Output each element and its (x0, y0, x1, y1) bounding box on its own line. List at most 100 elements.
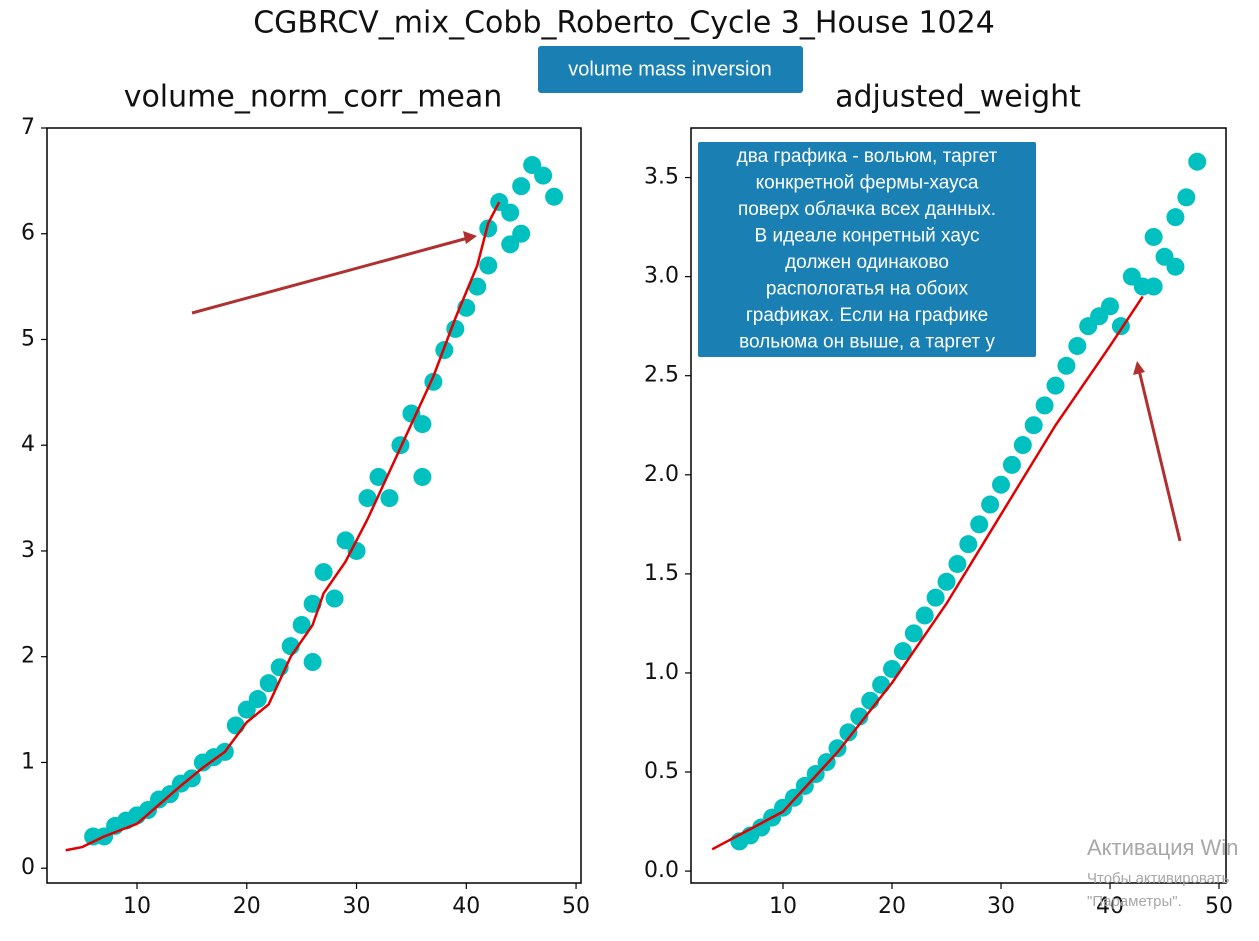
arrow (191, 236, 469, 315)
point (1144, 277, 1163, 296)
point (915, 606, 934, 625)
point (893, 642, 912, 661)
axes-frame (46, 127, 582, 884)
point (534, 166, 553, 185)
note-line: графиках. Если на графике (746, 305, 988, 326)
point (1057, 356, 1076, 375)
point (380, 489, 399, 508)
point (479, 219, 498, 238)
y-tick-label: 2 (21, 644, 35, 669)
arrow-head (463, 231, 477, 244)
x-tick-label: 50 (562, 894, 590, 919)
note: два графика - вольюм, таргет конкретной ф… (737, 146, 998, 353)
point (1035, 396, 1054, 415)
note-line: распологатья на обоих (766, 279, 969, 300)
badge-label[interactable]: volume mass inversion (568, 58, 771, 80)
note-line: поверх облачка всех данных. (738, 199, 996, 220)
x-tick-label: 50 (1205, 894, 1233, 919)
point (479, 256, 498, 275)
x-tick-label: 30 (343, 894, 371, 919)
arrow-head (1133, 361, 1145, 375)
point (226, 716, 245, 735)
point (904, 624, 923, 643)
y-tick-label: 1.0 (644, 660, 679, 685)
badge[interactable] (538, 46, 803, 93)
note-line: два графика - вольюм, таргет (737, 146, 998, 167)
point (1002, 455, 1021, 474)
point (512, 224, 531, 243)
point (413, 415, 432, 434)
y-tick-label: 0.0 (644, 858, 679, 883)
point (358, 489, 377, 508)
y-tick-label: 1 (21, 749, 35, 774)
note-line: конкретной фермы-хауса (756, 173, 979, 194)
subplot: adjusted_weight 10 20 30 40 50 0.0 0.5 1.0 1.5 2.0… (644, 80, 1233, 920)
point (1046, 376, 1065, 395)
point (937, 572, 956, 591)
point (839, 723, 858, 742)
watermark: Активация Win Чтобы активировать "Параметр… (1087, 835, 1238, 910)
point (501, 203, 520, 222)
y-tick-label: 2.5 (644, 363, 679, 388)
note-line: должен одинаково (785, 252, 949, 273)
y-tick-label: 3.0 (644, 264, 679, 289)
note-line: вольюма он выше, а таргет у (739, 332, 995, 353)
point (992, 475, 1011, 494)
x-tick-label: 20 (878, 894, 906, 919)
point (1188, 152, 1207, 171)
note-line: В идеале конретный хаус (755, 226, 980, 247)
y-tick-label: 7 (21, 115, 35, 140)
subplot: volume_norm_corr_mean 10 20 30 40 50 0 1 2 3 4 5 6 7 (21, 80, 590, 920)
subplot-title: adjusted_weight (835, 80, 1081, 115)
y-tick-label: 3 (21, 538, 35, 563)
y-tick-label: 2.0 (644, 462, 679, 487)
point (948, 554, 967, 573)
watermark-line: Активация Win (1087, 835, 1238, 860)
point (259, 674, 278, 693)
x-tick-label: 30 (987, 894, 1015, 919)
point (292, 615, 311, 634)
subplot-title: volume_norm_corr_mean (124, 80, 503, 115)
point (926, 588, 945, 607)
point (413, 467, 432, 486)
y-tick-label: 6 (21, 221, 35, 246)
point (303, 652, 322, 671)
y-tick-label: 0.5 (644, 759, 679, 784)
point (369, 467, 388, 486)
point (970, 515, 989, 534)
point (1166, 257, 1185, 276)
x-tick-label: 10 (769, 894, 797, 919)
arrow (1137, 369, 1182, 542)
point (468, 277, 487, 296)
point (828, 739, 847, 758)
x-tick-label: 20 (233, 894, 261, 919)
point (1166, 208, 1185, 227)
x-tick-label: 40 (452, 894, 480, 919)
point (1101, 297, 1120, 316)
point (1013, 436, 1032, 455)
line (65, 201, 501, 852)
line (711, 295, 1144, 851)
plots: volume_norm_corr_mean 10 20 30 40 50 0 1 2 3 4 5 6 7 a… (21, 80, 1233, 920)
point (850, 707, 869, 726)
point (248, 690, 267, 709)
watermark-line: Чтобы активировать (1087, 870, 1230, 887)
point (325, 589, 344, 608)
figure-title: CGBRCV_mix_Cobb_Roberto_Cycle 3_House 10… (253, 6, 995, 41)
point (1068, 336, 1087, 355)
point (959, 535, 978, 554)
point (883, 659, 902, 678)
x-tick-label: 40 (1096, 894, 1124, 919)
y-tick-label: 1.5 (644, 561, 679, 586)
point (314, 563, 333, 582)
point (1024, 416, 1043, 435)
note-box (698, 142, 1036, 357)
axes-frame (690, 127, 1227, 884)
point (1177, 188, 1196, 207)
x-tick-label: 10 (123, 894, 151, 919)
point (981, 495, 1000, 514)
point (545, 187, 564, 206)
y-tick-label: 3.5 (644, 165, 679, 190)
